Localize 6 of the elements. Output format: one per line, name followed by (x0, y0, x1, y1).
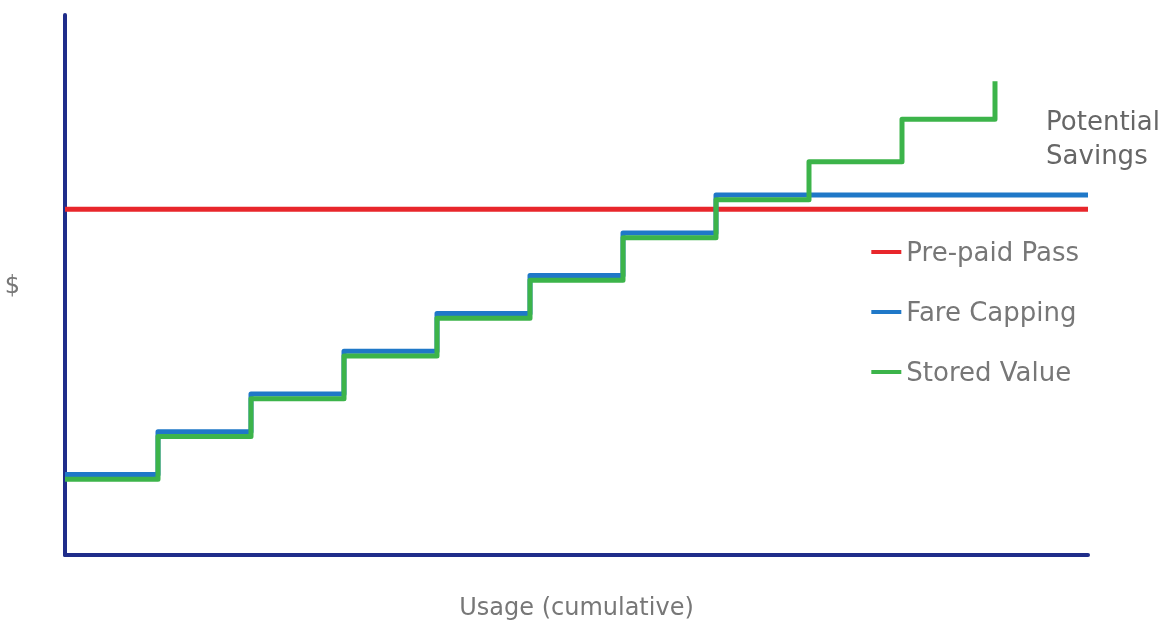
legend-label: Stored Value (906, 357, 1072, 387)
y-axis-title: $ (4, 271, 20, 299)
annotation: Potential Savings (1046, 106, 1160, 170)
legend-label: Pre-paid Pass (906, 237, 1080, 267)
x-axis-title: Usage (cumulative) (459, 593, 694, 621)
legend-label: Fare Capping (906, 297, 1077, 327)
